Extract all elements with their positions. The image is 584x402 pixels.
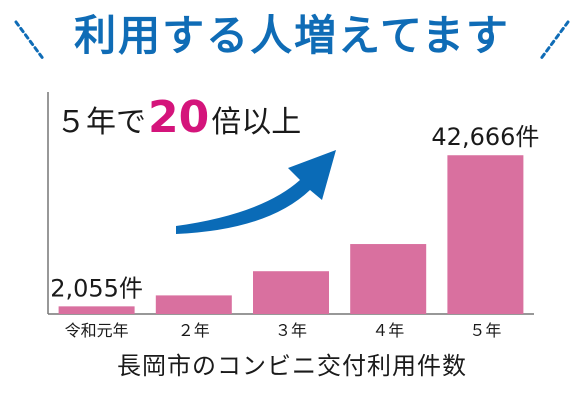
x-tick-label-4: ４年 [372, 321, 404, 340]
data-label-1: 2,055件 [50, 274, 143, 302]
x-tick-label-1: 令和元年 [65, 321, 129, 340]
bar-chart: 2,055件 42,666件 令和元年 ２年 ３年 ４年 ５年 [47, 92, 539, 340]
growth-arrow-body [176, 150, 336, 234]
x-tick-label-2: ２年 [178, 321, 210, 340]
bar-3 [253, 271, 329, 314]
x-tick-label-5: ５年 [469, 321, 501, 340]
left-dash-decoration [14, 20, 46, 62]
growth-arrow [176, 150, 336, 234]
bar-2 [155, 295, 232, 314]
subtitle-highlight-number: 20 [148, 92, 210, 143]
data-label-5: 42,666件 [431, 123, 539, 151]
bar-1 [58, 306, 135, 314]
data-labels-group: 2,055件 42,666件 [50, 123, 539, 302]
headline-banner: 利用する人増えてます [0, 6, 584, 66]
bars-group [58, 155, 524, 314]
subtitle-suffix: 倍以上 [211, 105, 302, 140]
headline-title: 利用する人増えてます [74, 11, 510, 60]
x-tick-label-3: ３年 [275, 321, 307, 340]
chart-caption: 長岡市のコンビニ交付利用件数 [117, 352, 467, 380]
x-tick-labels-group: 令和元年 ２年 ３年 ４年 ５年 [65, 321, 502, 340]
bar-5 [447, 155, 524, 314]
growth-subtitle: ５年で20倍以上 [56, 92, 301, 144]
right-dash-decoration [538, 20, 570, 62]
subtitle-prefix: ５年で [56, 105, 146, 140]
bar-4 [350, 244, 427, 314]
